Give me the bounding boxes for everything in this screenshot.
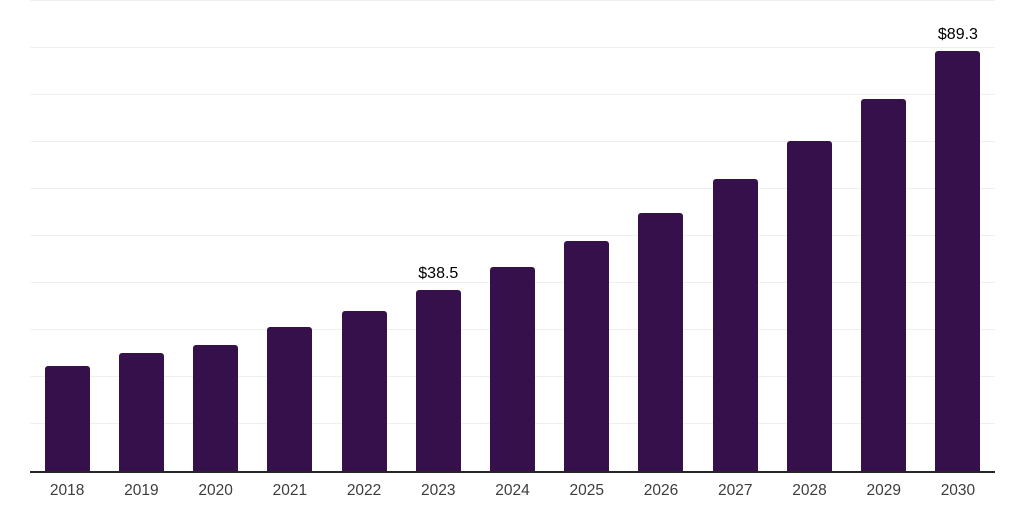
x-tick-2026: 2026	[643, 482, 679, 499]
plot-area: $38.5 $89.3	[30, 0, 995, 473]
bar-2023	[415, 290, 461, 471]
bar-slot-2026	[624, 0, 698, 471]
bar-2029	[861, 99, 907, 471]
x-tick-2027: 2027	[717, 482, 753, 499]
bar-2030	[935, 51, 981, 471]
bar-2021	[267, 326, 313, 471]
x-tick-2025: 2025	[569, 482, 604, 499]
bar-2018	[44, 366, 90, 471]
bar-slot-2020	[178, 0, 252, 471]
bar-slot-2018	[30, 0, 104, 471]
gridline-100	[30, 0, 995, 1]
gridline-50	[30, 235, 995, 236]
bar-slot-2021	[253, 0, 327, 471]
x-tick-2018: 2018	[49, 482, 85, 499]
x-tick-2020: 2020	[198, 482, 233, 499]
x-axis-line	[30, 471, 995, 473]
bar-2027	[712, 179, 758, 471]
bar-2028	[786, 141, 832, 471]
bar-slot-2030: $89.3	[921, 0, 995, 471]
x-tick-2023: 2023	[421, 482, 456, 499]
gridline-70	[30, 141, 995, 142]
x-tick-2019: 2019	[124, 482, 159, 499]
gridline-90	[30, 47, 995, 48]
bar-slot-2019	[104, 0, 178, 471]
data-label-2023: $38.5	[418, 265, 459, 283]
x-axis-labels: 2018 2019 2020 2021 2022 2023 2024 2025 2026 2027…	[30, 482, 995, 500]
x-tick-2030: 2030	[940, 482, 976, 499]
x-tick-2024: 2024	[495, 482, 530, 499]
x-tick-2029: 2029	[866, 482, 901, 499]
x-tick-2028: 2028	[792, 482, 827, 499]
bar-slot-2024	[475, 0, 549, 471]
bar-slot-2027	[698, 0, 772, 471]
bar-2022	[341, 310, 387, 471]
bars: $38.5 $89.3	[30, 0, 995, 471]
bar-2025	[564, 241, 610, 471]
bar-2019	[118, 352, 164, 471]
gridline-80	[30, 94, 995, 95]
x-tick-2021: 2021	[272, 482, 308, 499]
gridline-60	[30, 188, 995, 189]
bar-slot-2029	[847, 0, 921, 471]
x-tick-2022: 2022	[346, 482, 382, 499]
bar-slot-2028	[772, 0, 846, 471]
bar-slot-2023: $38.5	[401, 0, 475, 471]
bar-slot-2022	[327, 0, 401, 471]
data-label-2030: $89.3	[937, 26, 978, 44]
bar-2024	[490, 267, 536, 471]
bar-2026	[638, 212, 684, 471]
bar-slot-2025	[550, 0, 624, 471]
bar-2020	[193, 344, 239, 471]
